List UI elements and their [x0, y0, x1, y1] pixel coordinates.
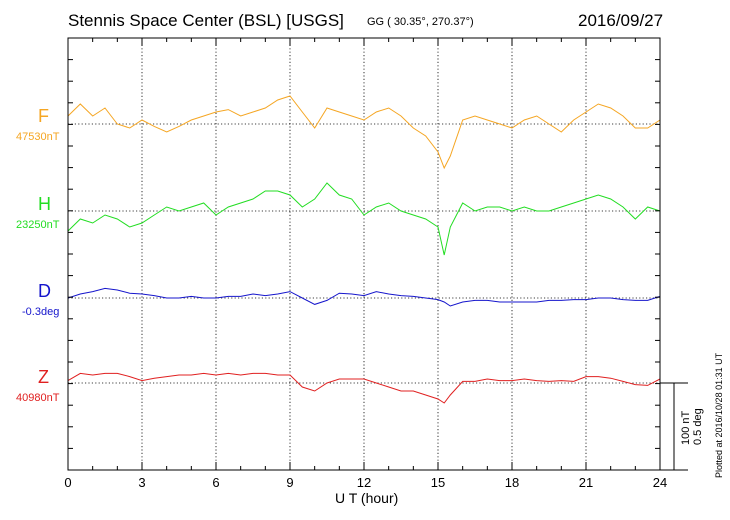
- x-tick-label: 0: [64, 475, 71, 490]
- grid-lines: [68, 38, 660, 470]
- component-label-z: Z: [38, 367, 49, 387]
- baseline-label-h: 23250nT: [16, 219, 60, 231]
- x-tick-label: 18: [505, 475, 519, 490]
- component-label-d: D: [38, 281, 51, 301]
- x-axis-label: U T (hour): [335, 490, 399, 506]
- series-line-f: [67, 95, 661, 170]
- baseline-label-f: 47530nT: [16, 131, 60, 143]
- series-line-d: [67, 287, 661, 307]
- plot-info: Plotted at 2016/10/28 01:31 UT: [714, 352, 724, 478]
- x-tick-label: 15: [431, 475, 445, 490]
- baseline-label-d: -0.3deg: [22, 306, 60, 318]
- x-tick-label: 6: [212, 475, 219, 490]
- x-tick-label: 21: [579, 475, 593, 490]
- scale-bar: [660, 382, 688, 471]
- plot-date: 2016/09/27: [578, 11, 664, 30]
- component-label-f: F: [38, 106, 49, 126]
- axis-ticks: 0 3 6 9 12 15 18 21 24: [64, 38, 667, 490]
- baseline-label-z: 40980nT: [16, 392, 60, 404]
- series-layer: [67, 95, 661, 404]
- series-line-z: [67, 372, 661, 404]
- x-tick-label: 3: [138, 475, 145, 490]
- x-tick-label: 12: [357, 475, 371, 490]
- station-coords: GG ( 30.35°, 270.37°): [367, 16, 474, 28]
- x-tick-label: 9: [286, 475, 293, 490]
- scale-nt-label: 100 nT: [680, 410, 692, 445]
- series-line-h: [67, 182, 661, 256]
- station-title: Stennis Space Center (BSL) [USGS]: [68, 11, 344, 30]
- component-label-h: H: [38, 194, 51, 214]
- scale-deg-label: 0.5 deg: [692, 408, 704, 445]
- x-tick-label: 24: [653, 475, 667, 490]
- plot-frame: [67, 37, 661, 471]
